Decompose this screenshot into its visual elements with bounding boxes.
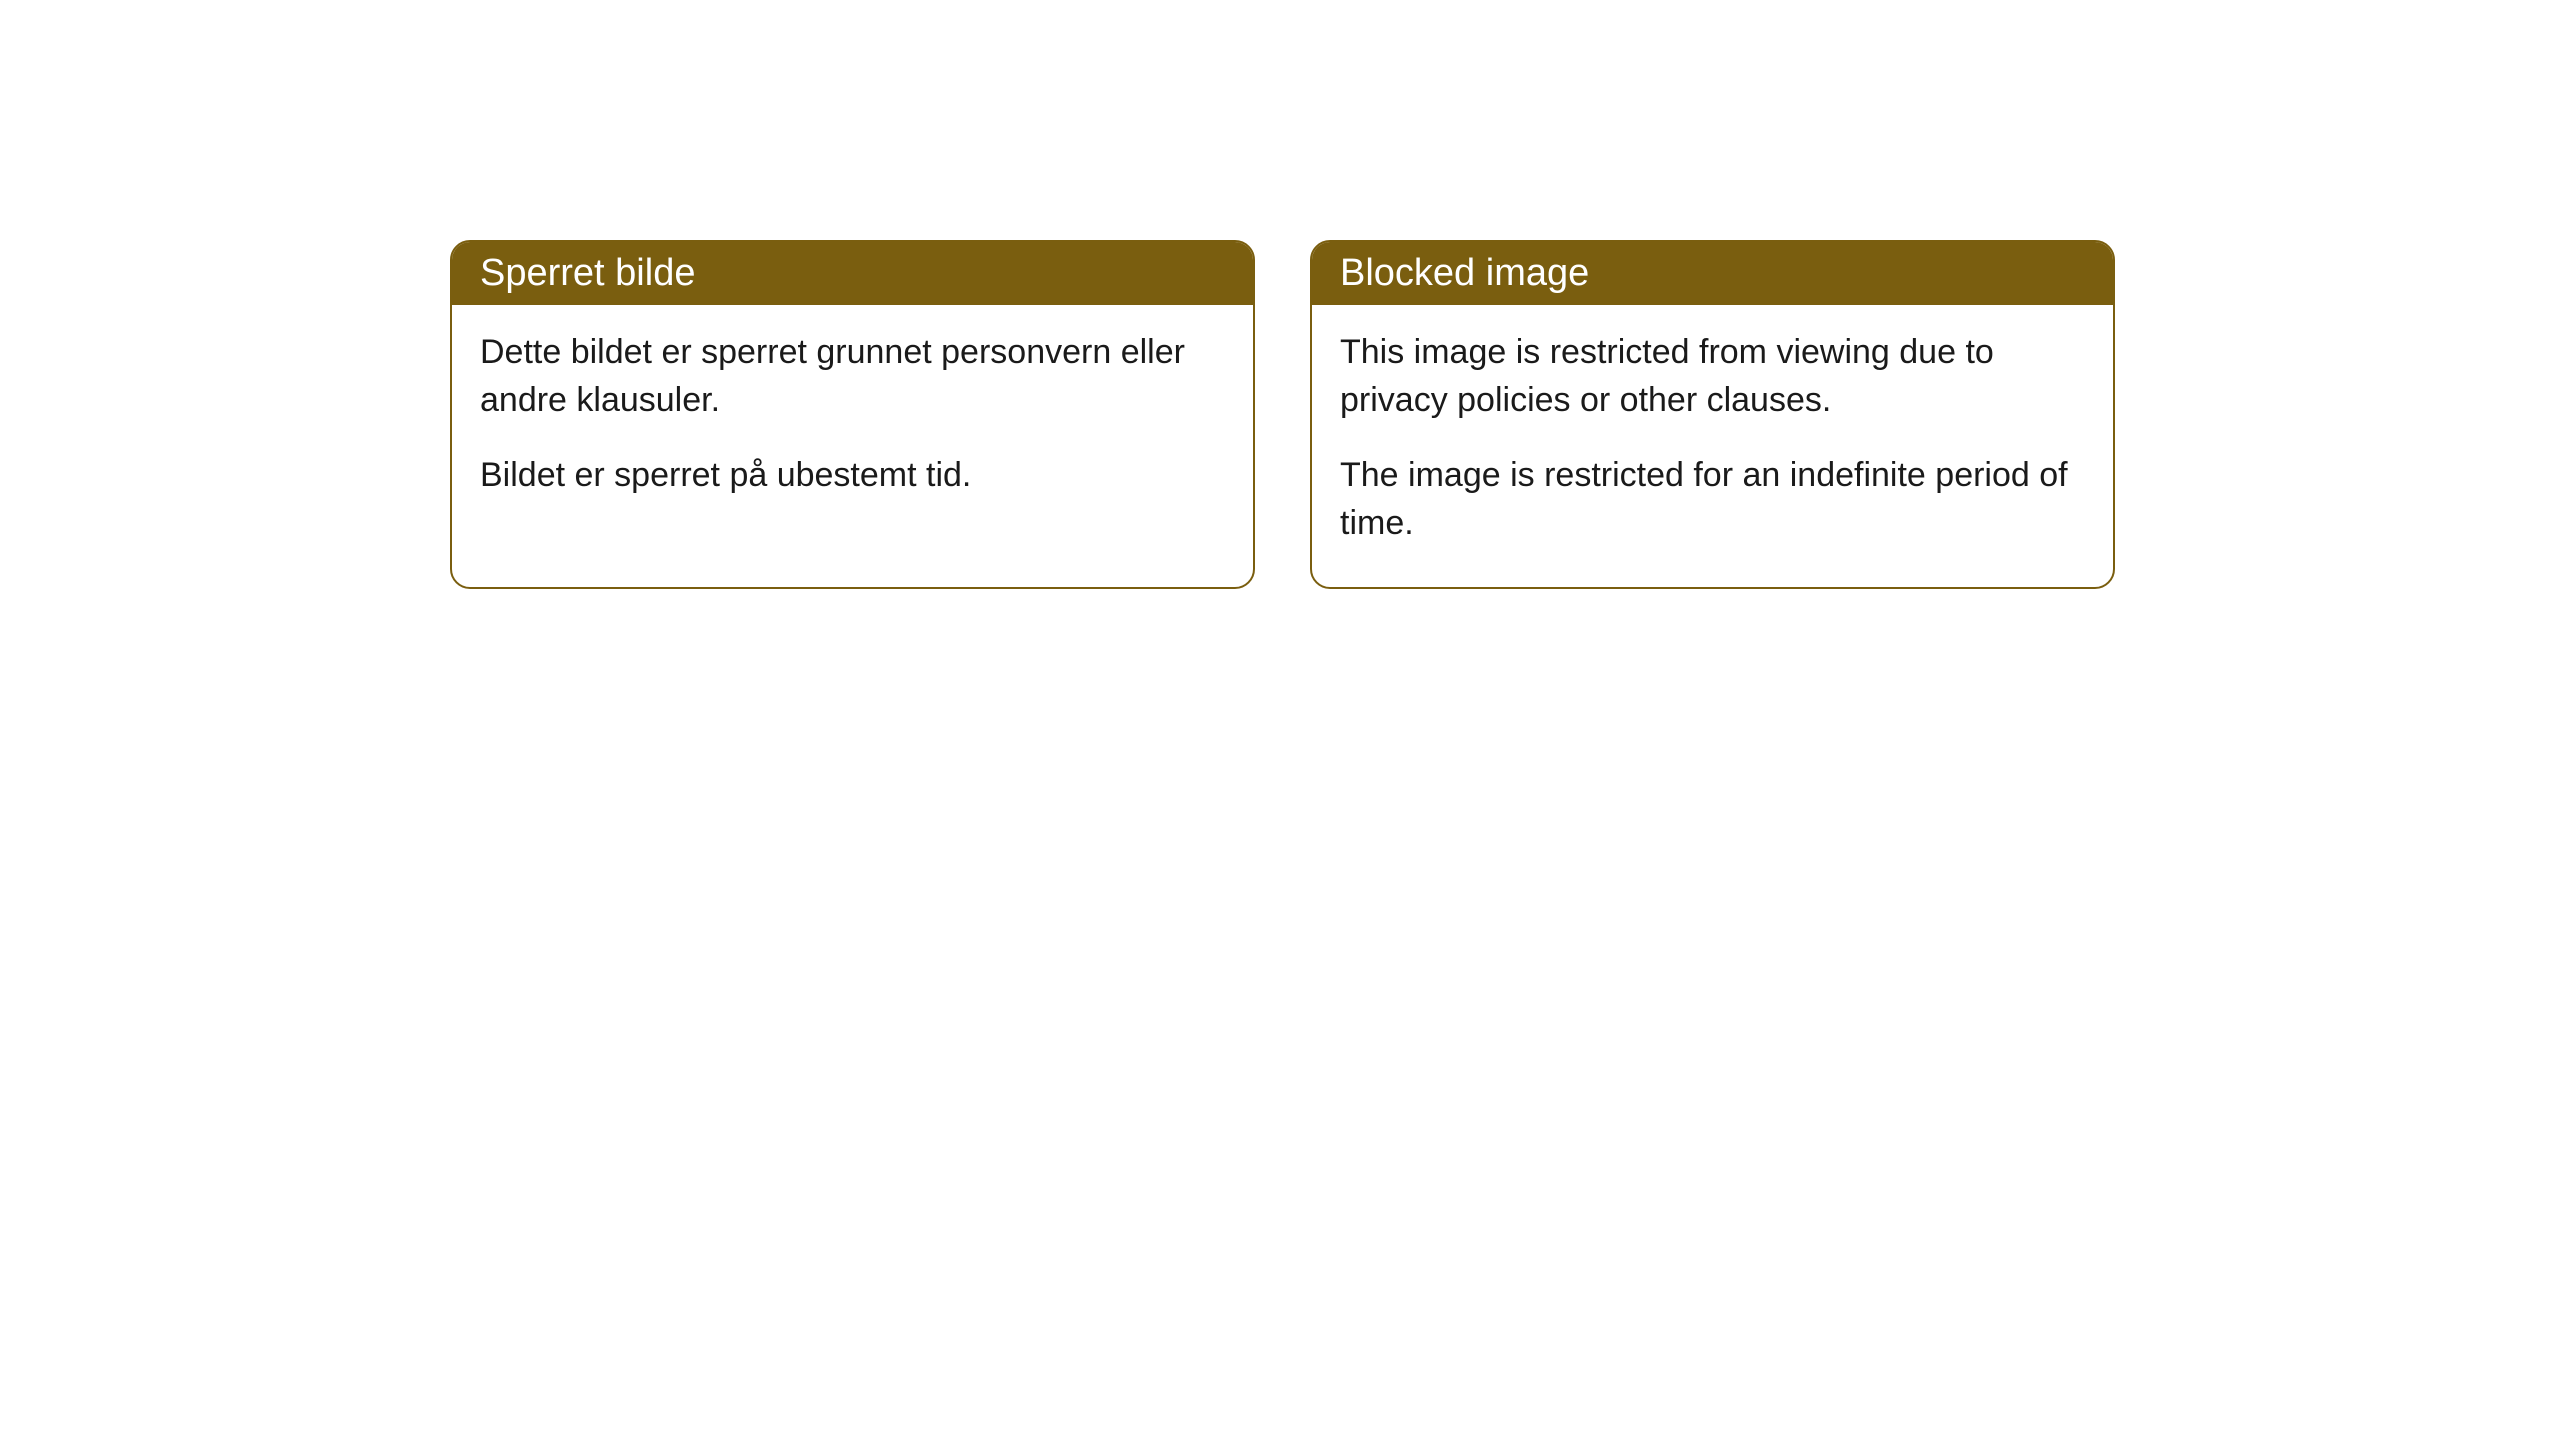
- card-title: Sperret bilde: [480, 252, 695, 294]
- card-body-english: This image is restricted from viewing du…: [1312, 305, 2113, 587]
- card-paragraph: The image is restricted for an indefinit…: [1340, 452, 2085, 547]
- card-paragraph: This image is restricted from viewing du…: [1340, 329, 2085, 424]
- card-body-norwegian: Dette bildet er sperret grunnet personve…: [452, 305, 1253, 540]
- card-paragraph: Bildet er sperret på ubestemt tid.: [480, 452, 1225, 500]
- card-header-english: Blocked image: [1312, 242, 2113, 305]
- card-paragraph: Dette bildet er sperret grunnet personve…: [480, 329, 1225, 424]
- notice-card-english: Blocked image This image is restricted f…: [1310, 240, 2115, 589]
- notice-container: Sperret bilde Dette bildet er sperret gr…: [450, 240, 2115, 589]
- card-header-norwegian: Sperret bilde: [452, 242, 1253, 305]
- notice-card-norwegian: Sperret bilde Dette bildet er sperret gr…: [450, 240, 1255, 589]
- card-title: Blocked image: [1340, 252, 1589, 294]
